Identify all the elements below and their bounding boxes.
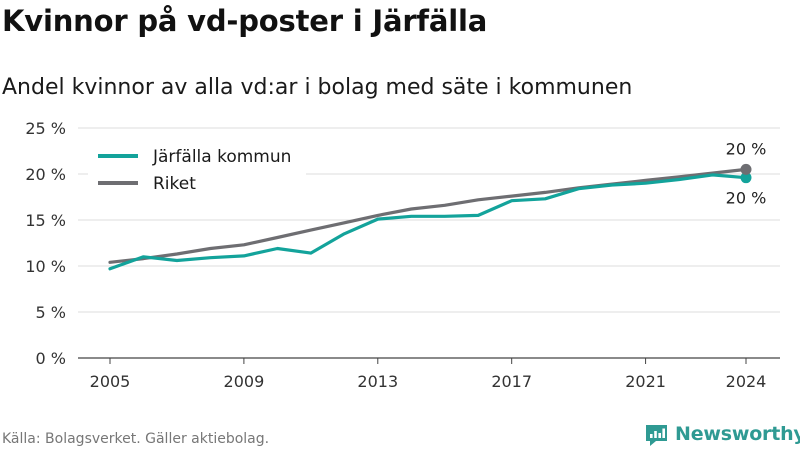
- x-tick-label: 2021: [625, 372, 666, 391]
- y-tick-label: 15 %: [25, 211, 66, 230]
- source-note: Källa: Bolagsverket. Gäller aktiebolag.: [2, 431, 270, 447]
- series-lines: [108, 167, 748, 271]
- newsworthy-logo-icon: [646, 424, 667, 446]
- x-tick-label: 2009: [224, 372, 265, 391]
- y-tick-label: 20 %: [25, 165, 66, 184]
- series-line-riket: [108, 167, 748, 264]
- x-axis: 2005 2009 2013 2017 2021 2024: [90, 358, 767, 391]
- end-markers: 20 % 20 %: [726, 139, 767, 207]
- end-point-jarfalla: [740, 172, 752, 184]
- y-tick-label: 5 %: [36, 303, 66, 322]
- x-tick-label: 2017: [491, 372, 532, 391]
- y-tick-label: 0 %: [36, 349, 66, 368]
- brand-logo[interactable]: Newsworthy: [644, 420, 800, 448]
- end-point-riket: [740, 163, 752, 175]
- end-value-label: 20 %: [726, 189, 767, 208]
- legend: Järfälla kommun Riket: [88, 142, 306, 200]
- y-tick-label: 25 %: [25, 119, 66, 138]
- chart-subtitle: Andel kvinnor av alla vd:ar i bolag med …: [2, 75, 633, 100]
- y-axis: 0 % 5 % 10 % 15 % 20 % 25 %: [25, 119, 66, 368]
- legend-background: [88, 142, 306, 200]
- series-line-jarfalla: [108, 173, 748, 271]
- chart-title: Kvinnor på vd-poster i Järfälla: [2, 4, 488, 38]
- legend-label: Riket: [153, 174, 196, 194]
- end-value-label: 20 %: [726, 139, 767, 158]
- x-tick-label: 2013: [357, 372, 398, 391]
- brand-name: Newsworthy: [675, 423, 800, 445]
- legend-label: Järfälla kommun: [152, 147, 291, 167]
- x-tick-label: 2024: [726, 372, 767, 391]
- x-tick-label: 2005: [90, 372, 131, 391]
- y-tick-label: 10 %: [25, 257, 66, 276]
